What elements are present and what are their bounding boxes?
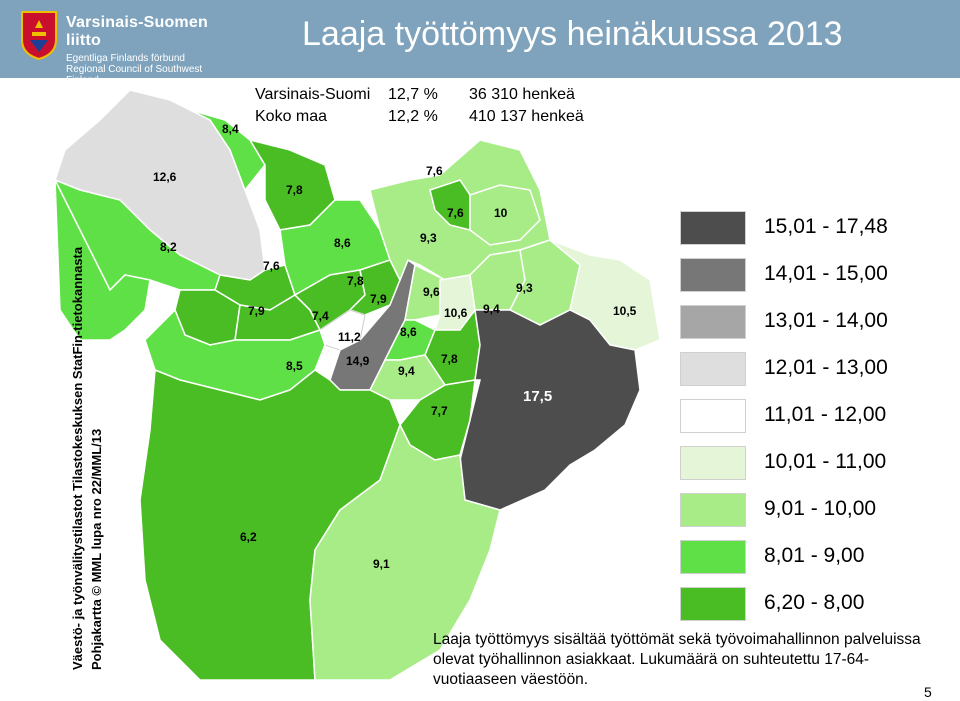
map-label: 9,6 — [423, 285, 440, 299]
map-label: 14,9 — [346, 354, 370, 368]
legend-item: 6,20 - 8,00 — [678, 581, 948, 628]
org-logo: Varsinais-Suomen liitto Egentliga Finlan… — [20, 10, 220, 86]
legend-label: 9,01 - 10,00 — [764, 497, 877, 520]
legend-label: 10,01 - 11,00 — [764, 450, 887, 473]
stats-rate: 12,7 % — [388, 86, 438, 103]
map-label: 9,4 — [398, 364, 415, 378]
org-name-swedish: Egentliga Finlands förbund — [66, 53, 185, 64]
legend-swatch — [680, 493, 746, 527]
map-label: 9,4 — [483, 302, 500, 316]
map-label: 7,6 — [426, 164, 443, 178]
map-legend: 15,01 - 17,48 14,01 - 15,00 13,01 - 14,0… — [678, 205, 948, 628]
stats-rate: 12,2 % — [388, 108, 438, 125]
map-label: 8,6 — [400, 325, 417, 339]
source-line-2: Pohjakartta © MML lupa nro 22/MML/13 — [89, 428, 104, 670]
page-number: 5 — [924, 684, 932, 700]
legend-item: 15,01 - 17,48 — [678, 205, 948, 252]
map-label: 12,6 — [153, 170, 177, 184]
map-label: 10,6 — [444, 306, 468, 320]
page-title: Laaja työttömyys heinäkuussa 2013 — [302, 15, 843, 53]
coat-of-arms-icon — [21, 11, 57, 60]
org-name-block: Varsinais-Suomen liitto Egentliga Finlan… — [66, 14, 220, 86]
map-label: 7,8 — [347, 274, 364, 288]
region-10 — [469, 184, 541, 246]
map-label: 7,9 — [248, 304, 265, 318]
map-label: 9,3 — [420, 231, 437, 245]
legend-label: 15,01 - 17,48 — [764, 215, 888, 238]
map-label: 7,6 — [447, 206, 464, 220]
region-9-6 — [404, 263, 446, 321]
legend-label: 6,20 - 8,00 — [764, 591, 865, 614]
legend-label: 12,01 - 13,00 — [764, 356, 888, 379]
map-label: 11,2 — [338, 330, 361, 344]
legend-swatch — [680, 305, 746, 339]
region-8-4 — [189, 109, 266, 192]
map-label: 10 — [494, 206, 508, 220]
legend-item: 10,01 - 11,00 — [678, 440, 948, 487]
legend-swatch — [680, 399, 746, 433]
legend-swatch — [680, 352, 746, 386]
legend-item: 8,01 - 9,00 — [678, 534, 948, 581]
map-label: 9,3 — [516, 281, 533, 295]
legend-label: 8,01 - 9,00 — [764, 544, 865, 567]
map-label: 8,4 — [222, 122, 239, 136]
stats-area: Varsinais-Suomi — [255, 86, 371, 103]
map-label: 7,7 — [431, 404, 448, 418]
org-name: Varsinais-Suomen liitto — [66, 14, 208, 49]
stats-area: Koko maa — [255, 108, 328, 125]
legend-item: 13,01 - 14,00 — [678, 299, 948, 346]
stats-count: 410 137 henkeä — [469, 108, 584, 125]
legend-swatch — [680, 587, 746, 621]
legend-item: 12,01 - 13,00 — [678, 346, 948, 393]
legend-swatch — [680, 446, 746, 480]
map-label: 7,6 — [263, 259, 280, 273]
legend-swatch — [680, 540, 746, 574]
region-17-5 — [459, 309, 641, 511]
unemployment-map: 8,4 12,6 7,8 8,2 7,6 8,6 7,8 7,9 7,9 7,4… — [50, 80, 670, 690]
map-label: 10,5 — [613, 304, 637, 318]
source-line-1: Väestö- ja työnvälitystilastot Tilastoke… — [70, 246, 85, 670]
legend-item: 14,01 - 15,00 — [678, 252, 948, 299]
region-west-coast — [54, 179, 151, 341]
org-name-english: Regional Council of Southwest Finland — [66, 64, 203, 86]
region-9-1 — [309, 423, 501, 681]
legend-swatch — [680, 211, 746, 245]
map-svg: 8,4 12,6 7,8 8,2 7,6 8,6 7,8 7,9 7,9 7,4… — [53, 89, 661, 681]
legend-label: 11,01 - 12,00 — [764, 403, 887, 426]
map-label: 8,2 — [160, 240, 177, 254]
caption-text: Laaja työttömyys sisältää työttömät sekä… — [433, 631, 921, 688]
legend-item: 11,01 - 12,00 — [678, 393, 948, 440]
source-note: Väestö- ja työnvälitystilastot Tilastoke… — [68, 247, 106, 670]
legend-swatch — [680, 258, 746, 292]
legend-label: 13,01 - 14,00 — [764, 309, 888, 332]
map-label: 8,6 — [334, 236, 351, 250]
map-label: 7,8 — [286, 183, 303, 197]
map-label: 7,4 — [312, 309, 329, 323]
map-label: 9,1 — [373, 557, 390, 571]
slide-header: Varsinais-Suomen liitto Egentliga Finlan… — [0, 0, 960, 86]
legend-label: 14,01 - 15,00 — [764, 262, 888, 285]
map-label: 7,9 — [370, 292, 387, 306]
legend-item: 9,01 - 10,00 — [678, 487, 948, 534]
map-label: 6,2 — [240, 530, 257, 544]
stats-count: 36 310 henkeä — [469, 86, 575, 103]
map-label: 17,5 — [523, 388, 552, 405]
map-label: 7,8 — [441, 352, 458, 366]
map-label: 8,5 — [286, 359, 303, 373]
